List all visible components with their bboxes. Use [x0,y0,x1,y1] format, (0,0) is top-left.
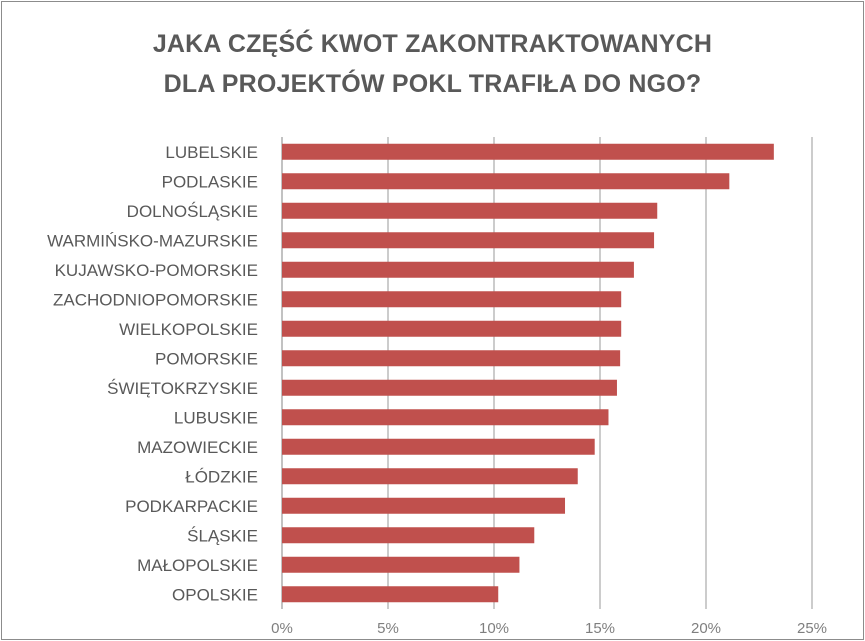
bar-11 [282,468,578,485]
x-tick-label: 0% [271,620,293,637]
category-label: ŚWIĘTOKRZYSKIE [107,379,258,398]
category-label: ZACHODNIOPOMORSKIE [53,290,258,309]
category-label: ŁÓDZKIE [185,467,258,486]
category-label: LUBUSKIE [174,408,258,427]
category-label: MAZOWIECKIE [137,438,258,457]
bar-9 [282,409,609,426]
category-label: LUBELSKIE [165,143,258,162]
category-label: WARMIŃSKO-MAZURSKIE [47,231,258,250]
category-label: WIELKOPOLSKIE [119,320,258,339]
category-label: POMORSKIE [155,349,258,368]
chart-title-line-1: JAKA CZĘŚĆ KWOT ZAKONTRAKTOWANYCH [152,30,713,58]
bar-7 [282,350,621,367]
bar-10 [282,438,595,455]
category-label: KUJAWSKO-POMORSKIE [55,261,258,280]
x-tick-label: 10% [479,620,509,637]
x-tick-label: 25% [797,620,827,637]
bar-13 [282,527,535,544]
bar-12 [282,497,566,514]
category-label: PODLASKIE [162,172,258,191]
bar-6 [282,320,622,337]
x-tick-label: 20% [691,620,721,637]
category-label: DOLNOŚLĄSKIE [127,202,258,221]
bar-3 [282,232,655,249]
bar-2 [282,202,658,219]
category-label: ŚLĄSKIE [187,526,258,545]
bar-15 [282,586,499,603]
x-tick-label: 5% [377,620,399,637]
category-label: PODKARPACKIE [125,497,258,516]
bar-14 [282,556,520,573]
chart-title-line-2: DLA PROJEKTÓW POKL TRAFIŁA DO NGO? [163,70,702,98]
x-tick-label: 15% [585,620,615,637]
bar-1 [282,173,730,190]
bar-0 [282,143,774,160]
category-label: OPOLSKIE [172,585,258,604]
category-label: MAŁOPOLSKIE [137,556,258,575]
bar-5 [282,291,622,308]
bar-4 [282,261,634,278]
bar-8 [282,379,617,396]
